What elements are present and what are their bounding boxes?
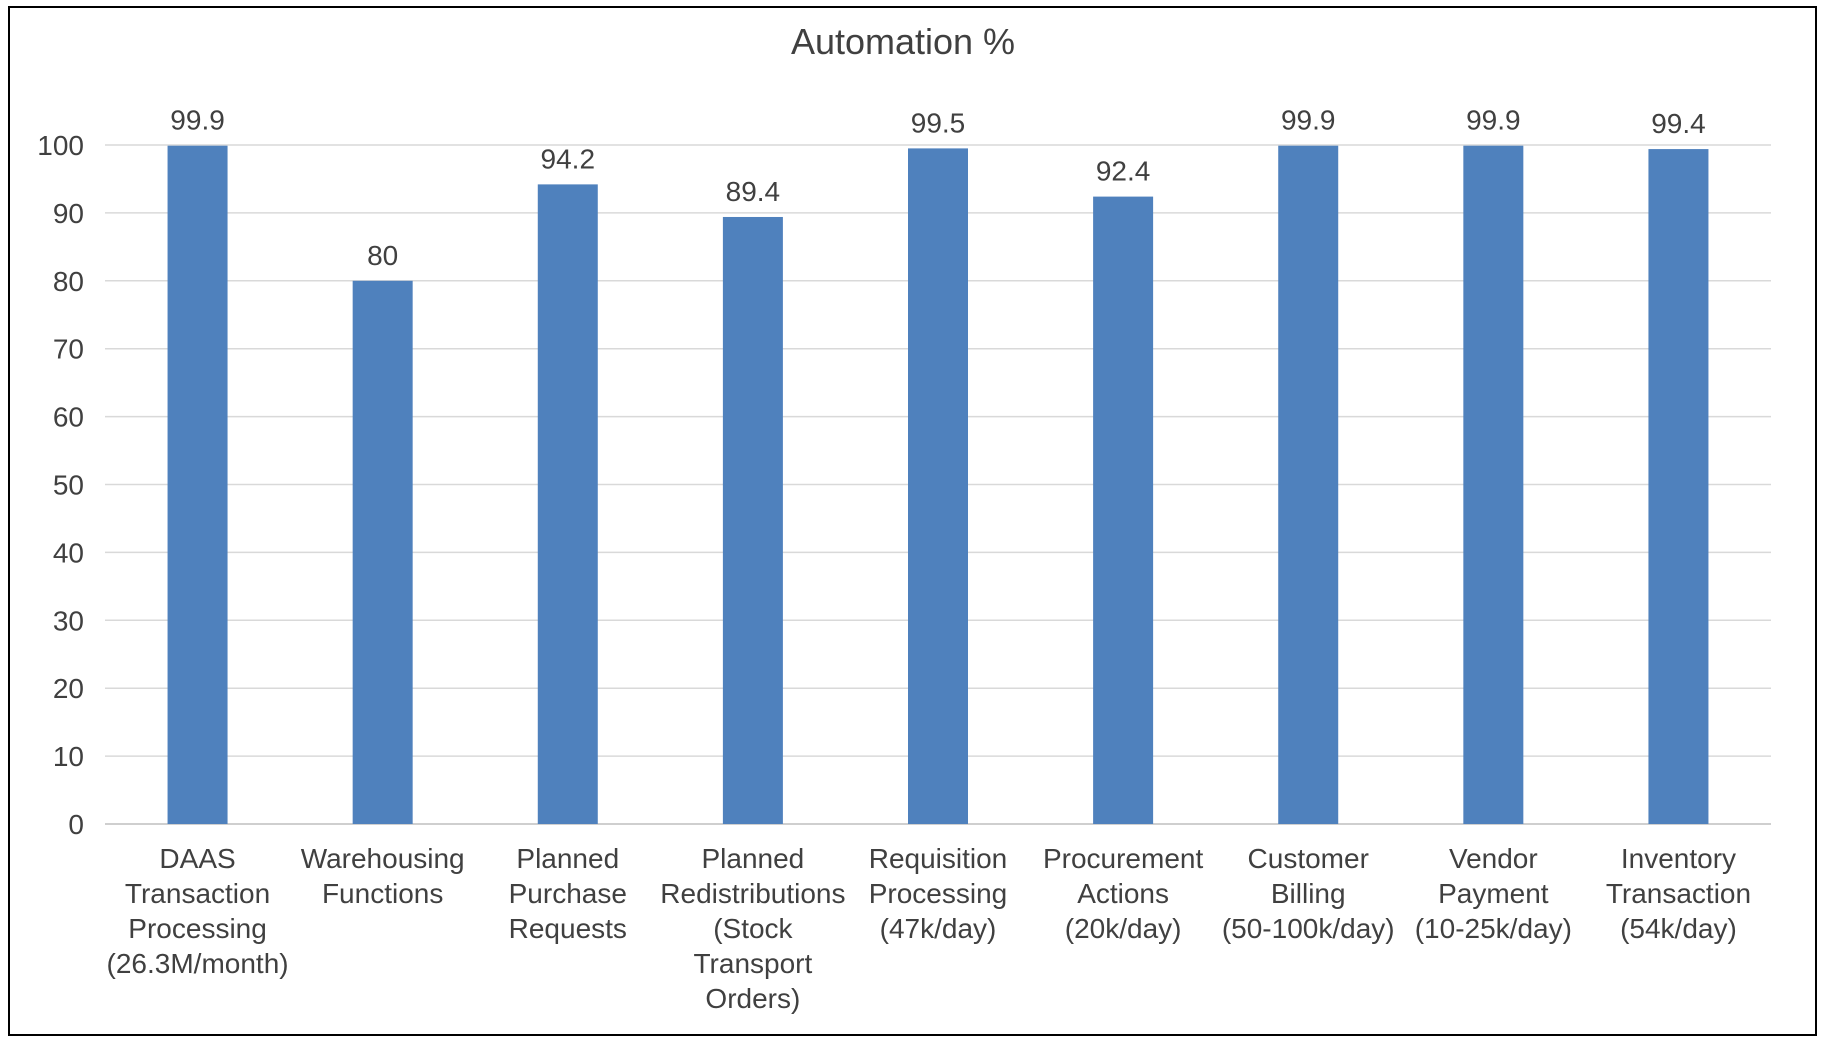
chart-frame: Automation % 0 10 20 30 40 50 60 70 80 90 100 99.9…: [8, 6, 1817, 1036]
data-label: 92.4: [1096, 156, 1151, 187]
bar: [1648, 149, 1709, 825]
data-label: 99.9: [1466, 105, 1521, 136]
data-label: 94.2: [541, 143, 596, 174]
data-labels: 99.9 80 94.2 89.4 99.5 92.4 99.9 99.9 99.4: [170, 105, 1705, 271]
bar: [722, 216, 783, 824]
y-tick-label: 80: [53, 266, 84, 297]
y-tick-label: 60: [53, 402, 84, 433]
y-tick-label: 40: [53, 537, 84, 568]
data-label: 89.4: [726, 176, 781, 207]
x-category-label: Planned Purchase Requests: [509, 843, 627, 944]
y-tick-label: 20: [53, 673, 84, 704]
y-tick-label: 30: [53, 605, 84, 636]
y-tick-label: 70: [53, 334, 84, 365]
bars: [167, 145, 1709, 825]
chart-title: Automation %: [791, 21, 1015, 62]
x-category-label: Planned Redistributions (Stock Transport Ord…: [660, 843, 845, 1014]
data-label: 99.9: [1281, 105, 1336, 136]
x-category-label: Warehousing Functions: [301, 843, 465, 909]
x-axis-categories: DAAS Transaction Processing (26.3M/month)Wa…: [107, 843, 1752, 1014]
bar: [167, 145, 228, 824]
y-tick-label: 0: [68, 809, 84, 840]
x-category-label: Vendor Payment (10-25k/day): [1415, 843, 1572, 944]
data-label: 99.5: [911, 107, 966, 138]
x-category-label: Requisition Processing (47k/day): [869, 843, 1008, 944]
bar: [1093, 196, 1154, 824]
y-tick-label: 50: [53, 470, 84, 501]
y-tick-label: 90: [53, 198, 84, 229]
data-label: 99.4: [1651, 108, 1706, 139]
y-tick-label: 100: [37, 130, 84, 161]
x-category-label: DAAS Transaction Processing (26.3M/month): [107, 843, 289, 979]
data-label: 99.9: [170, 105, 225, 136]
bar: [352, 280, 413, 824]
bar-chart: Automation % 0 10 20 30 40 50 60 70 80 90 100 99.9…: [37, 21, 1771, 1014]
bar: [537, 184, 598, 824]
bar: [908, 148, 968, 824]
data-label: 80: [367, 240, 398, 271]
x-category-label: Inventory Transaction (54k/day): [1606, 843, 1751, 944]
x-category-label: Customer Billing (50-100k/day): [1222, 843, 1395, 944]
y-tick-label: 10: [53, 741, 84, 772]
x-category-label: Procurement Actions (20k/day): [1043, 843, 1204, 944]
bar: [1278, 145, 1339, 824]
bar: [1463, 145, 1524, 824]
y-axis-ticks: 0 10 20 30 40 50 60 70 80 90 100: [37, 130, 84, 840]
